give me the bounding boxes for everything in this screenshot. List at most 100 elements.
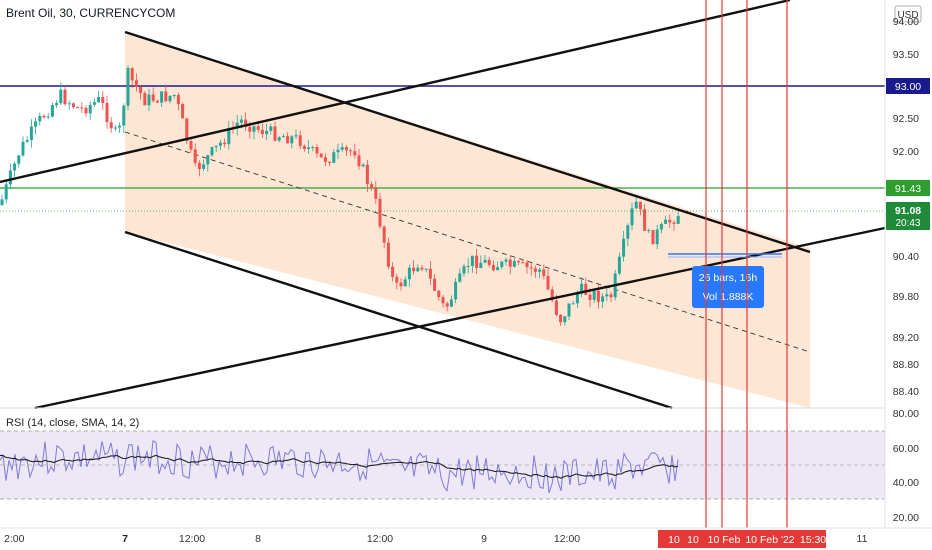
channel-lower-line[interactable] <box>124 230 673 410</box>
candle-body <box>139 86 143 94</box>
candle-body <box>617 256 621 274</box>
candle-body <box>294 135 298 137</box>
candle-body <box>546 276 550 290</box>
candle-body <box>525 262 529 268</box>
candle-body <box>105 103 109 123</box>
candle-body <box>428 268 432 279</box>
candle-body <box>676 216 680 224</box>
price-label-current[interactable]: 91.08 20:43 <box>886 202 930 230</box>
price-label-93-text: 93.00 <box>895 81 921 93</box>
time-tick: 8 <box>255 533 261 545</box>
time-highlight-range[interactable]: 10 10 10 Feb 10 Feb '22 15:30 <box>658 530 826 548</box>
candle-body <box>445 303 449 307</box>
candle-body <box>403 279 407 287</box>
candle-body <box>420 267 424 270</box>
channel-upper-line[interactable] <box>124 30 811 254</box>
candle-body <box>344 147 348 151</box>
candle-body <box>328 161 332 163</box>
time-tick: 12:00 <box>554 533 580 545</box>
candle-body <box>470 255 474 266</box>
candle-body <box>571 303 575 305</box>
candlestick-series <box>0 65 680 326</box>
price-label-91-43[interactable]: 91.43 <box>886 180 930 196</box>
currency-label: USD <box>897 10 918 21</box>
candle-body <box>223 142 227 145</box>
candle-body <box>147 94 151 106</box>
candle-body <box>248 126 252 132</box>
candle-body <box>193 149 197 163</box>
candle-body <box>538 269 542 272</box>
candle-body <box>307 147 311 150</box>
candle-body <box>441 297 445 304</box>
parallel-channel-fill[interactable] <box>125 32 810 408</box>
candle-body <box>80 107 84 109</box>
time-highlight-1: 10 <box>668 534 680 546</box>
candle-body <box>382 226 386 243</box>
candle-body <box>29 126 33 141</box>
candle-body <box>395 276 399 283</box>
price-tick: 88.40 <box>893 386 919 398</box>
candle-body <box>214 145 218 148</box>
candle-body <box>25 140 29 142</box>
price-label-91-43-text: 91.43 <box>895 183 921 195</box>
price-tick: 89.20 <box>893 332 919 344</box>
measure-tooltip[interactable]: 26 bars, 16h Vol 1.888K <box>692 266 764 308</box>
candle-body <box>256 126 260 130</box>
candle-body <box>634 201 638 209</box>
candle-body <box>647 230 651 232</box>
candle-body <box>659 224 663 230</box>
candle-body <box>391 266 395 277</box>
candle-body <box>0 199 4 205</box>
rising-trend-line-upper[interactable] <box>0 0 791 184</box>
candle-body <box>521 262 525 264</box>
candle-body <box>504 259 508 262</box>
candle-body <box>181 103 185 119</box>
channel-mid-line[interactable] <box>124 131 811 353</box>
candle-body <box>269 126 273 131</box>
price-label-93[interactable]: 93.00 <box>886 78 930 94</box>
candle-body <box>433 278 437 291</box>
time-highlight-5: 15:30 <box>800 534 826 546</box>
time-tick: 7 <box>122 533 128 545</box>
rsi-tick: 80.00 <box>893 408 919 420</box>
candle-body <box>596 290 600 302</box>
candle-body <box>84 107 88 114</box>
rising-trend-line-lower[interactable] <box>34 226 886 410</box>
candle-body <box>622 238 626 257</box>
time-tick: 11 <box>857 533 868 545</box>
measure-tooltip-line1: 26 bars, 16h <box>699 272 758 284</box>
candle-body <box>655 229 659 245</box>
candle-body <box>290 136 294 144</box>
rsi-tick: 60.00 <box>893 443 919 455</box>
candle-body <box>298 135 302 146</box>
candle-body <box>336 149 340 153</box>
candle-body <box>197 162 201 169</box>
candle-body <box>92 102 96 105</box>
candle-body <box>378 198 382 227</box>
usd-badge[interactable]: USD <box>894 5 922 23</box>
candle-body <box>244 119 248 127</box>
candle-body <box>235 122 239 129</box>
chart-title[interactable]: Brent Oil, 30, CURRENCYCOM <box>6 6 175 20</box>
candle-body <box>588 294 592 300</box>
candle-body <box>281 136 285 138</box>
candle-body <box>176 94 180 104</box>
time-tick: 12:00 <box>367 533 393 545</box>
candle-body <box>55 103 59 106</box>
candle-body <box>672 222 676 224</box>
candle-body <box>361 164 365 167</box>
candle-body <box>349 150 353 152</box>
candle-body <box>134 80 138 87</box>
candle-body <box>239 119 243 123</box>
candle-body <box>399 282 403 287</box>
candle-body <box>458 273 462 282</box>
candle-body <box>273 126 277 141</box>
candle-body <box>315 146 319 154</box>
candle-body <box>189 140 193 150</box>
rsi-title[interactable]: RSI (14, close, SMA, 14, 2) <box>6 417 139 429</box>
candle-body <box>260 129 264 135</box>
candle-body <box>34 121 38 127</box>
candle-body <box>466 265 470 267</box>
price-label-countdown: 20:43 <box>895 218 920 229</box>
